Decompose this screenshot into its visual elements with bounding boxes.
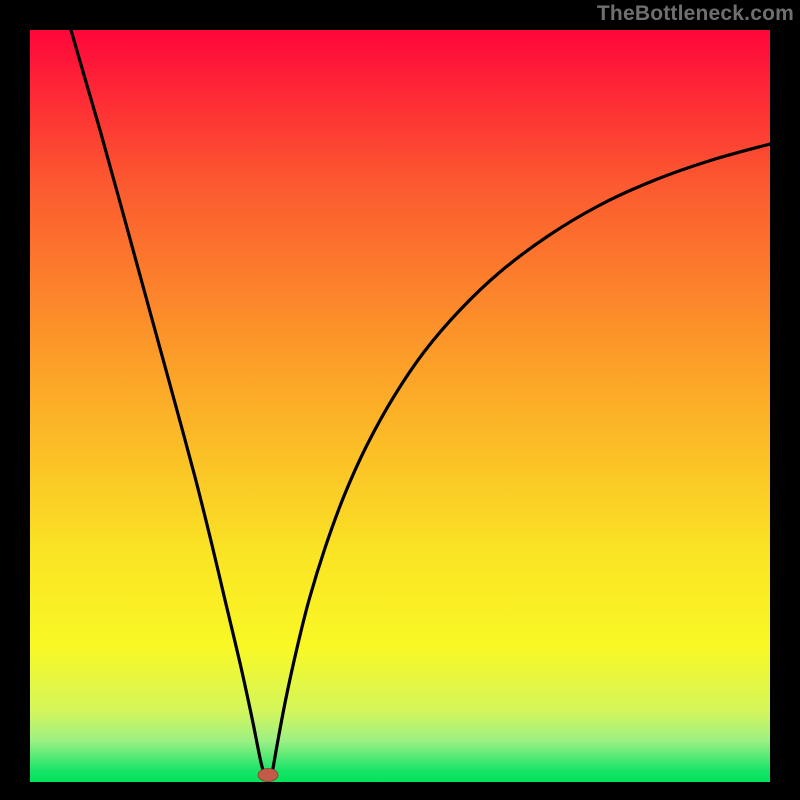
chart-svg [0,0,800,800]
minimum-marker [258,769,278,782]
bottleneck-chart: TheBottleneck.com [0,0,800,800]
watermark-label: TheBottleneck.com [597,2,794,26]
chart-background [30,30,770,782]
